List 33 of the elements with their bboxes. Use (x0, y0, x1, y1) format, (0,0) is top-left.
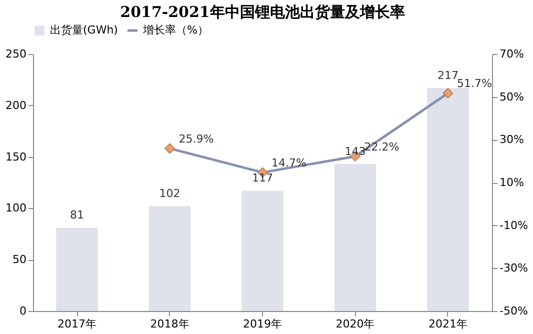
data-label: 102 (159, 187, 180, 200)
y-tick-label: 100 (6, 202, 26, 215)
bar (334, 164, 376, 311)
bar (148, 206, 191, 311)
data-label: 14.7% (272, 156, 306, 170)
y2-tick-label: -30% (500, 262, 528, 275)
bar (56, 228, 98, 311)
bar (242, 190, 284, 311)
y-tick-label: 250 (6, 48, 26, 60)
data-label: 81 (70, 208, 84, 222)
x-tick-label: 2020年 (336, 318, 375, 330)
data-label: 117 (252, 172, 273, 185)
y2-tick-label: 50% (500, 90, 524, 104)
chart-title: 2017-2021年中国锂电池出货量及增长率 (120, 3, 405, 21)
y-tick-label: 50 (12, 253, 26, 266)
x-tick-label: 2017年 (58, 318, 97, 330)
y-tick-label: 150 (6, 150, 26, 164)
data-label: 51.7% (456, 77, 492, 90)
bar (427, 88, 469, 311)
x-tick-label: 2019年 (243, 318, 282, 330)
y2-tick-label: -50% (500, 304, 528, 318)
y2-tick-label: 30% (500, 133, 524, 146)
legend-label: 增长率（%） (142, 24, 208, 36)
y-tick-label: 0 (20, 304, 26, 318)
x-tick-label: 2021年 (428, 318, 468, 330)
x-tick-label: 2018年 (150, 318, 190, 330)
data-label: 25.9% (178, 132, 214, 146)
y2-tick-label: 10% (500, 176, 524, 189)
data-label: 217 (437, 68, 458, 82)
y2-tick-label: 70% (500, 48, 524, 60)
y-tick-label: 200 (6, 98, 26, 112)
legend-label: 出货量(GWh) (50, 24, 118, 36)
y2-tick-label: -10% (500, 218, 528, 232)
